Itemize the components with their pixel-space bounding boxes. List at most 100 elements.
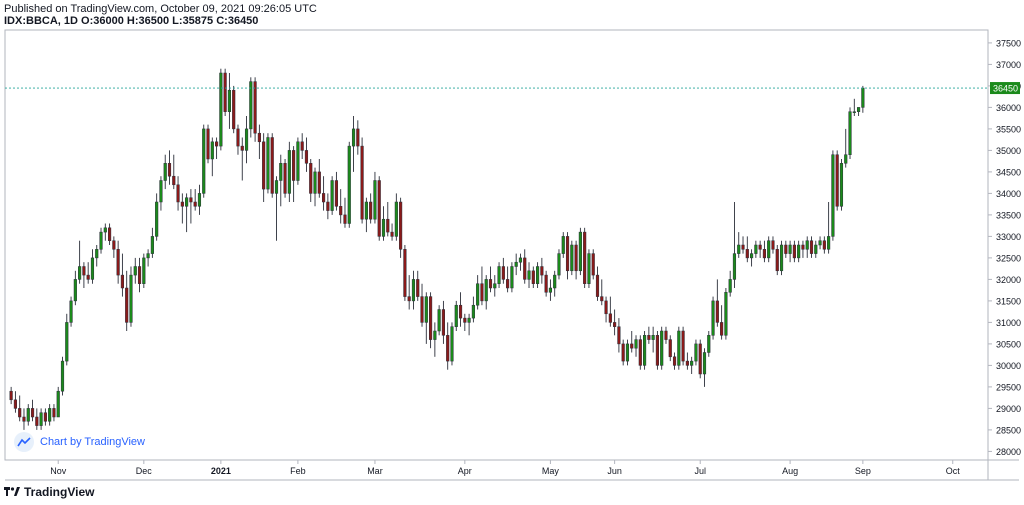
candle-body — [266, 137, 270, 190]
candle-body — [827, 236, 831, 250]
y-tick-label: 29000 — [996, 404, 1021, 414]
candle-body — [767, 240, 771, 259]
candle-body — [634, 339, 638, 349]
candle-body — [574, 244, 578, 272]
candle-body — [377, 180, 381, 237]
candle-body — [548, 287, 552, 293]
candle-body — [651, 335, 655, 340]
candle-body — [754, 244, 758, 254]
candle-body — [476, 283, 480, 306]
x-tick-label: May — [542, 466, 560, 476]
candle-body — [150, 236, 154, 254]
candle-body — [715, 300, 719, 323]
candle-body — [818, 240, 822, 246]
symbol-label: IDX:BBCA, 1D — [4, 15, 78, 27]
y-tick-label: 33500 — [996, 210, 1021, 220]
candle-body — [852, 111, 856, 113]
candle-body — [625, 343, 630, 362]
candle-body — [630, 343, 634, 349]
candle-body — [292, 150, 296, 181]
candle-body — [638, 339, 642, 366]
candle-body — [792, 244, 796, 259]
candle-body — [343, 214, 347, 224]
candle-body — [844, 154, 848, 164]
candle-body — [386, 218, 390, 233]
published-note: Published on TradingView.com, October 09… — [4, 3, 317, 15]
candle-body — [454, 304, 458, 327]
x-tick-label: Feb — [290, 466, 306, 476]
candle-body — [591, 253, 595, 276]
candle-body — [848, 111, 852, 155]
candle-body — [677, 330, 681, 366]
candle-body — [501, 266, 505, 280]
candle-body — [510, 266, 514, 289]
candle-body — [857, 107, 861, 112]
candle-body — [523, 257, 527, 280]
candle-body — [283, 163, 287, 194]
candle-body — [304, 150, 309, 164]
candle-body — [232, 89, 236, 130]
candle-body — [737, 244, 741, 254]
candle-body — [728, 279, 732, 293]
candle-body — [779, 244, 784, 272]
tradingview-cloud-icon — [14, 432, 34, 452]
y-tick-label: 31500 — [996, 296, 1021, 306]
candle-body — [544, 274, 548, 293]
candle-body — [711, 300, 715, 336]
high-value: 36500 — [138, 15, 170, 27]
candle-body — [861, 87, 865, 108]
ohlc-header: IDX:BBCA, 1D O:36000 H:36500 L:35875 C:3… — [4, 15, 258, 27]
candle-body — [707, 335, 711, 353]
x-tick-label: 2021 — [211, 466, 231, 476]
candle-body — [411, 279, 416, 302]
candle-body — [839, 163, 844, 207]
candle-body — [202, 128, 206, 194]
candle-body — [39, 412, 43, 426]
candle-body — [647, 335, 651, 340]
candle-body — [527, 270, 531, 280]
candle-body — [613, 322, 617, 327]
candle-body — [801, 244, 805, 250]
candle-body — [26, 408, 30, 422]
tradingview-brand[interactable]: TradingView — [4, 485, 94, 499]
candle-body — [13, 399, 17, 409]
candle-body — [540, 266, 544, 276]
chart-by-tradingview[interactable]: Chart by TradingView — [14, 432, 145, 452]
candle-body — [471, 304, 475, 319]
candle-body — [429, 296, 433, 340]
candle-body — [467, 317, 471, 323]
candle-body — [497, 266, 501, 284]
candle-body — [621, 343, 625, 362]
candle-body — [698, 343, 702, 375]
candle-body — [30, 408, 35, 418]
candle-body — [112, 240, 116, 250]
candle-body — [788, 244, 792, 254]
candle-body — [745, 249, 749, 259]
candle-body — [531, 270, 535, 284]
candle-body — [643, 335, 647, 366]
candle-body — [189, 197, 193, 203]
candle-body — [664, 330, 668, 340]
y-tick-label: 30000 — [996, 361, 1021, 371]
candle-body — [356, 128, 360, 147]
candle-body — [750, 253, 754, 259]
candle-body — [668, 339, 672, 358]
candle-body — [262, 141, 266, 190]
candle-body — [279, 163, 283, 181]
candle-body — [193, 201, 197, 207]
candle-body — [672, 356, 677, 366]
candle-body — [296, 141, 300, 181]
candle-body — [270, 137, 274, 194]
x-tick-label: Jul — [694, 466, 706, 476]
candle-body — [78, 266, 82, 280]
x-tick-label: Dec — [136, 466, 153, 476]
candle-body — [253, 81, 257, 134]
candle-body — [536, 266, 540, 284]
candle-body — [129, 274, 133, 323]
candle-body — [86, 274, 90, 280]
candle-body — [73, 279, 77, 302]
candle-body — [835, 154, 839, 207]
x-tick-label: Sep — [855, 466, 871, 476]
candle-body — [249, 81, 253, 130]
